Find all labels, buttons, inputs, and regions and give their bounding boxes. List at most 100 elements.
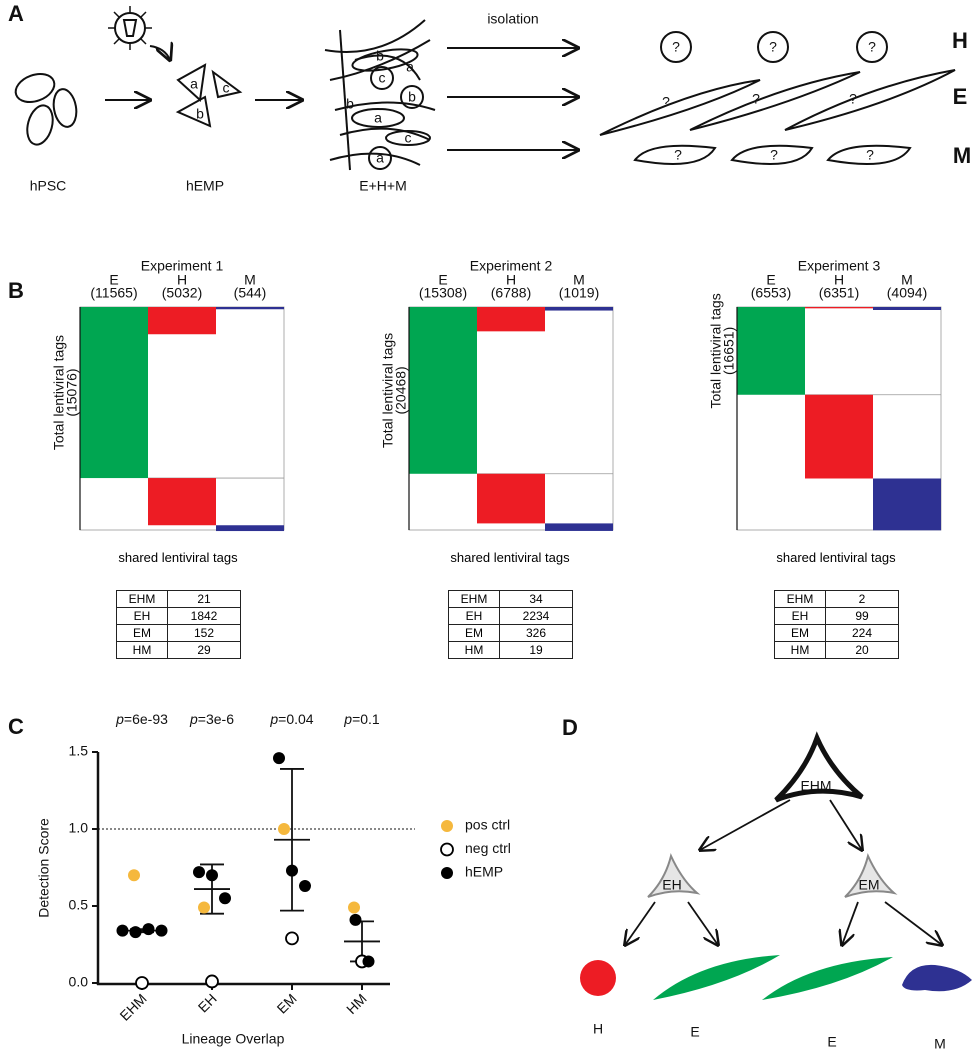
stage-label: E+H+M — [359, 178, 406, 194]
block-m-rest — [873, 478, 941, 531]
panel-d-shapes — [580, 731, 972, 1000]
point — [128, 869, 140, 882]
column-count: (11565) — [90, 285, 137, 301]
column-count: (6351) — [819, 285, 859, 301]
lineage-label: H — [952, 28, 968, 53]
unknown-mark: ? — [662, 94, 670, 110]
y-count: (20468) — [393, 366, 409, 414]
y-axis-title: Detection Score — [36, 818, 52, 918]
shared-cell: 224 — [825, 624, 899, 642]
block-e — [737, 307, 805, 395]
column-label: E — [766, 272, 775, 288]
x-axis-title: Lineage Overlap — [182, 1031, 285, 1047]
shared-cell: 20 — [825, 641, 899, 659]
stage-label: hPSC — [30, 178, 67, 194]
x-tick-label: EH — [195, 990, 220, 1015]
clone-label: b — [408, 89, 416, 105]
unknown-mark: ? — [866, 147, 874, 163]
shared-cell: 326 — [499, 624, 573, 642]
panel-label: B — [8, 278, 24, 303]
column-label: M — [573, 272, 585, 288]
table-row: EM 224 — [774, 624, 899, 642]
y-tick-label: 1.0 — [69, 820, 89, 836]
y-label: Total lentiviral tags — [380, 333, 396, 448]
unknown-mark: ? — [672, 39, 680, 55]
combo-cell: EHM — [774, 590, 826, 608]
point — [348, 901, 360, 914]
panel-label: A — [8, 1, 24, 26]
y-label: Total lentiviral tags — [51, 335, 67, 450]
clone-label: a — [376, 150, 384, 166]
table-row: HM 19 — [448, 641, 573, 659]
point — [285, 931, 299, 946]
clone-label: b — [346, 96, 354, 112]
point — [129, 926, 142, 939]
clone-label: a — [374, 110, 382, 126]
point — [193, 866, 205, 879]
shared-cell: 1842 — [167, 607, 241, 625]
legend-label: hEMP — [465, 864, 503, 880]
table-row: EHM 2 — [774, 590, 899, 608]
combo-cell: EHM — [116, 590, 168, 608]
point — [286, 864, 298, 877]
y-tick-label: 1.5 — [69, 743, 89, 759]
block-h-shared — [805, 307, 873, 309]
table-row: EH 99 — [774, 607, 899, 625]
legend-label: pos ctrl — [465, 817, 510, 833]
column-label: E — [109, 272, 118, 288]
combo-cell: EM — [448, 624, 500, 642]
unknown-mark: ? — [752, 91, 760, 107]
unknown-mark: ? — [769, 39, 777, 55]
p-value: p=3e-6 — [189, 711, 234, 727]
shared-cell: 19 — [499, 641, 573, 659]
table-row: EHM 21 — [116, 590, 241, 608]
clone-label: a — [406, 59, 414, 75]
point — [135, 976, 149, 990]
block-h-rest — [805, 394, 873, 479]
combo-cell: EH — [774, 607, 826, 625]
y-count: (16651) — [721, 327, 737, 375]
point — [362, 955, 375, 968]
block-h-shared — [477, 307, 545, 332]
leaf-label: E — [690, 1024, 699, 1040]
point — [198, 901, 210, 914]
isolation-label: isolation — [487, 11, 538, 27]
column-label: H — [834, 272, 844, 288]
shared-cell: 2234 — [499, 607, 573, 625]
stage-label: hEMP — [186, 178, 224, 194]
block-h-rest — [148, 478, 216, 526]
legend-label: neg ctrl — [465, 840, 511, 856]
block-e — [80, 307, 148, 479]
combo-cell: HM — [774, 641, 826, 659]
shared-cell: 21 — [167, 590, 241, 608]
node-label: EHM — [800, 778, 831, 794]
unknown-mark: ? — [674, 147, 682, 163]
clone-label: c — [223, 80, 230, 96]
point — [349, 913, 362, 926]
unknown-mark: ? — [868, 39, 876, 55]
combo-cell: EHM — [448, 590, 500, 608]
point — [155, 924, 168, 937]
y-count: (15076) — [64, 368, 80, 416]
y-tick-label: 0.5 — [69, 897, 89, 913]
clone-label: a — [190, 76, 198, 92]
combo-cell: EH — [116, 607, 168, 625]
column-count: (15308) — [419, 285, 467, 301]
leaf-label: E — [827, 1034, 836, 1050]
shared-cell: 34 — [499, 590, 573, 608]
y-label: Total lentiviral tags — [708, 293, 724, 408]
combo-cell: HM — [448, 641, 500, 659]
clone-label: b — [196, 106, 204, 122]
column-label: H — [177, 272, 187, 288]
table-row: EM 326 — [448, 624, 573, 642]
combo-cell: EH — [448, 607, 500, 625]
x-tick-label: EHM — [116, 990, 149, 1023]
column-label: M — [244, 272, 256, 288]
table-title: shared lentiviral tags — [450, 550, 570, 565]
shared-cell: 152 — [167, 624, 241, 642]
block-m-shared — [216, 307, 284, 310]
block-h-shared — [148, 307, 216, 335]
legend-marker — [441, 820, 453, 832]
